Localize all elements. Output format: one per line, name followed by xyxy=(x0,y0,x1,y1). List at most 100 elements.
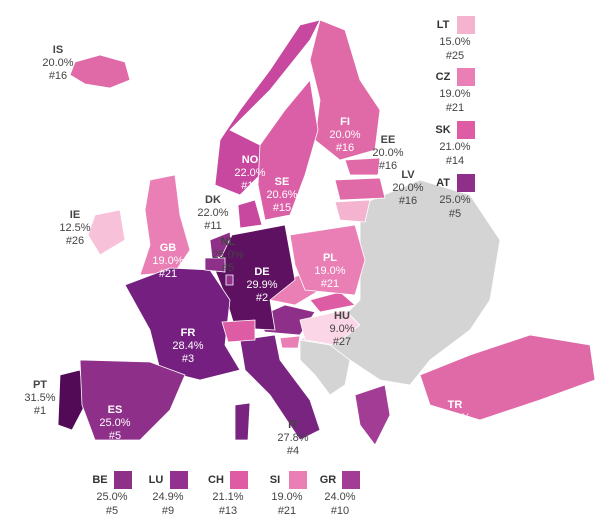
value-label: 19.0% xyxy=(152,255,183,267)
country-shape xyxy=(289,224,366,296)
land xyxy=(57,19,596,446)
country-code: HU xyxy=(334,310,350,322)
legend-code: SK xyxy=(435,124,450,136)
value-label: 29.9% xyxy=(246,279,277,291)
country-shape xyxy=(334,177,386,201)
rank-label: #1 xyxy=(34,405,46,417)
country-code: NO xyxy=(242,154,259,166)
value-label: 20.0% xyxy=(372,147,403,159)
country-shape xyxy=(221,319,256,343)
value-label: 25.0% xyxy=(96,491,127,503)
rank-label: #13 xyxy=(219,505,237,517)
country-code: TR xyxy=(448,399,463,411)
value-label: 19.0% xyxy=(314,265,345,277)
country-shape xyxy=(124,267,241,381)
rank-label: #9 xyxy=(162,505,174,517)
rank-label: #16 xyxy=(336,142,354,154)
rank-label: #16 xyxy=(446,425,464,437)
country-shape xyxy=(79,359,186,441)
value-label: 20.6% xyxy=(266,189,297,201)
legend-code: CZ xyxy=(436,71,451,83)
country-code: SE xyxy=(275,176,290,188)
value-label: 12.5% xyxy=(59,222,90,234)
rank-label: #16 xyxy=(379,160,397,172)
value-label: 25.0% xyxy=(99,417,130,429)
rank-label: #14 xyxy=(446,155,464,167)
rank-label: #21 xyxy=(159,268,177,280)
rank-label: #4 xyxy=(287,445,299,457)
rank-label: #5 xyxy=(222,262,234,274)
rank-label: #15 xyxy=(273,202,291,214)
value-label: 9.0% xyxy=(329,323,354,335)
legend-swatch xyxy=(170,471,188,489)
value-label: 28.4% xyxy=(172,340,203,352)
country-shape xyxy=(87,209,126,256)
country-shape xyxy=(309,291,356,313)
country-shape xyxy=(354,384,391,446)
country-code: EE xyxy=(381,134,396,146)
rank-label: #27 xyxy=(333,336,351,348)
country-shape xyxy=(237,199,263,229)
value-label: 24.0% xyxy=(324,491,355,503)
country-shape xyxy=(69,54,131,89)
land-balkans xyxy=(299,339,351,396)
country-code: ES xyxy=(108,404,123,416)
country-code: LV xyxy=(401,169,415,181)
country-shape xyxy=(279,335,301,349)
country-code: GB xyxy=(160,242,177,254)
value-label: 27.8% xyxy=(277,432,308,444)
country-shape xyxy=(419,334,596,421)
legend-swatch xyxy=(457,16,475,34)
country-shape xyxy=(214,224,296,331)
rank-label: #25 xyxy=(446,50,464,62)
country-code: FR xyxy=(181,327,196,339)
legend-code: CH xyxy=(208,474,224,486)
country-shape xyxy=(234,334,321,441)
legend-code: LU xyxy=(149,474,164,486)
no-data-land xyxy=(298,179,501,386)
legend-code: GR xyxy=(320,474,337,486)
legend-swatch xyxy=(114,471,132,489)
value-label: 22.0% xyxy=(197,207,228,219)
country-shape xyxy=(334,199,371,223)
rank-label: #16 xyxy=(399,195,417,207)
value-label: 31.5% xyxy=(24,392,55,404)
country-shape xyxy=(257,79,319,221)
value-label: 20.0% xyxy=(439,412,470,424)
country-shape xyxy=(309,19,381,161)
rank-label: #11 xyxy=(241,180,259,192)
value-label: 22.0% xyxy=(234,167,265,179)
country-code: IE xyxy=(70,209,80,221)
rank-label: #3 xyxy=(182,353,194,365)
value-label: 15.0% xyxy=(439,36,470,48)
legend-swatch xyxy=(289,471,307,489)
country-code: IS xyxy=(53,44,63,56)
value-label: 21.1% xyxy=(212,491,243,503)
legend-code: SI xyxy=(270,474,280,486)
legend-code: AT xyxy=(436,177,450,189)
rank-label: #10 xyxy=(331,505,349,517)
rank-label: #2 xyxy=(256,292,268,304)
legend-code: LT xyxy=(437,19,450,31)
country-code: NL xyxy=(221,236,236,248)
value-label: 25.0% xyxy=(439,194,470,206)
value-label: 20.0% xyxy=(392,182,423,194)
country-shape xyxy=(225,274,234,286)
rank-label: #5 xyxy=(106,505,118,517)
value-label: 19.0% xyxy=(271,491,302,503)
rank-label: #26 xyxy=(66,235,84,247)
country-shape xyxy=(57,369,86,431)
legend-swatch xyxy=(457,121,475,139)
value-label: 24.9% xyxy=(152,491,183,503)
legend-code: BE xyxy=(92,474,107,486)
country-code: PL xyxy=(323,252,337,264)
rank-label: #16 xyxy=(49,70,67,82)
country-code: PT xyxy=(33,379,47,391)
rank-label: #5 xyxy=(109,430,121,442)
country-code: IT xyxy=(288,419,298,431)
rank-label: #21 xyxy=(278,505,296,517)
rank-label: #21 xyxy=(446,102,464,114)
value-label: 19.0% xyxy=(439,88,470,100)
legend-swatch xyxy=(230,471,248,489)
